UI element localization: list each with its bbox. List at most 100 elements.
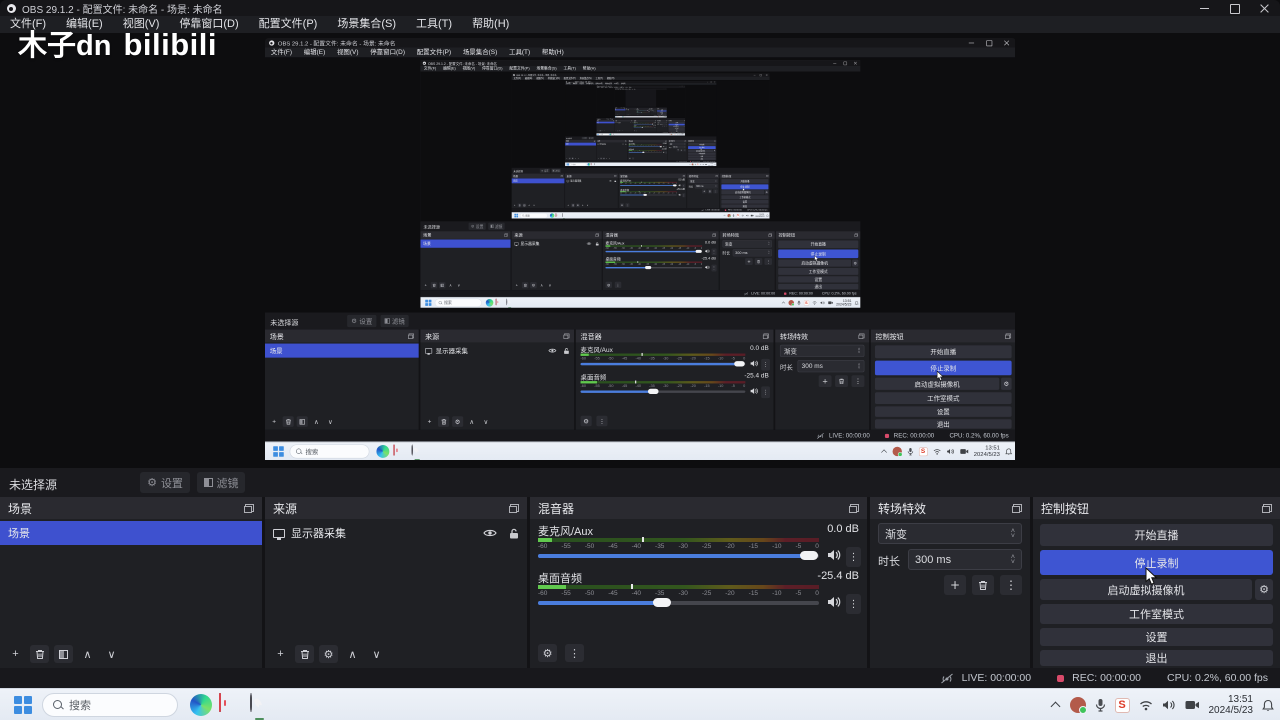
tray-avatar-icon[interactable] (788, 300, 795, 306)
start-streaming-button[interactable]: 开始直播 (721, 179, 769, 184)
tray-clock[interactable]: 13:51 2024/5/23 (680, 134, 683, 136)
duration-spinbox[interactable]: 300 ms ˄˅ (732, 249, 772, 257)
sources-header[interactable]: 来源 (511, 231, 602, 239)
transition-options-button[interactable]: ⋮ (713, 189, 718, 194)
menu-tools[interactable]: 工具(T) (631, 89, 633, 90)
source-properties-button[interactable]: ⚙ 设置 (140, 472, 190, 493)
source-list-item[interactable]: 显示器采集 (420, 344, 574, 358)
virtual-camera-settings-button[interactable]: ⚙ (665, 111, 667, 113)
volume-slider-track[interactable] (605, 267, 703, 269)
stop-recording-button[interactable]: 停止录制 (1040, 550, 1273, 575)
mixer-header[interactable]: 混音器 (602, 231, 719, 239)
notification-bell-icon[interactable] (714, 163, 716, 166)
start-streaming-button[interactable]: 开始直播 (778, 240, 859, 249)
add-source-button[interactable]: + (277, 648, 284, 660)
tray-clock[interactable]: 13:51 2024/5/23 (664, 116, 666, 117)
tray-avatar-icon[interactable] (691, 163, 694, 166)
settings-button[interactable]: 设置 (668, 129, 685, 131)
tray-expand-icon[interactable] (782, 302, 785, 304)
transition-select[interactable]: 渐变 ˄˅ (722, 240, 772, 248)
start-streaming-button[interactable]: 开始直播 (688, 143, 716, 146)
microphone-icon[interactable] (732, 214, 735, 217)
obs-taskbar-icon[interactable] (506, 298, 508, 306)
tray-s-app-icon[interactable]: S (696, 163, 699, 166)
notification-bell-icon[interactable] (766, 214, 769, 217)
start-button[interactable] (514, 213, 518, 218)
scene-up-button[interactable]: ∧ (618, 114, 619, 116)
scene-filters-button[interactable] (296, 416, 308, 427)
popout-icon[interactable] (714, 140, 716, 142)
transitions-header[interactable]: 转场特效 (775, 329, 870, 343)
volume-slider-handle[interactable] (652, 598, 671, 607)
volume-icon[interactable] (702, 163, 704, 165)
minimize-button[interactable] (963, 38, 981, 47)
start-virtual-camera-button[interactable]: 启动虚拟摄像机 (874, 377, 1000, 390)
mixer-header[interactable]: 混音器 (627, 139, 668, 143)
tray-expand-icon[interactable] (724, 215, 726, 216)
add-source-button[interactable]: + (567, 204, 569, 207)
exit-button[interactable]: 退出 (778, 283, 859, 290)
notification-bell-icon[interactable] (683, 134, 685, 135)
spin-arrows-icon[interactable]: ˄ ˅ (715, 185, 717, 188)
add-source-button[interactable]: + (515, 283, 519, 288)
add-transition-button[interactable]: + (661, 125, 664, 127)
add-scene-button[interactable]: + (424, 283, 427, 288)
stop-recording-button[interactable]: 停止录制 (721, 184, 769, 190)
taskbar-search-input[interactable]: 搜索 (570, 163, 587, 166)
mixer-options-button[interactable]: ⋮ (614, 281, 622, 289)
speaker-icon[interactable] (678, 184, 682, 187)
scenes-header[interactable]: 场景 (420, 231, 511, 239)
mixer-header[interactable]: 混音器 (633, 120, 657, 122)
scenes-header[interactable]: 场景 (0, 497, 262, 519)
sources-header[interactable]: 来源 (614, 120, 633, 122)
virtual-camera-settings-button[interactable]: ⚙ (852, 259, 859, 267)
scene-down-button[interactable]: ∨ (577, 157, 579, 160)
popout-icon[interactable] (682, 174, 685, 177)
preview-area[interactable]: OBS 29.1.2 - 配置文件: 未命名 - 场景: 未命名 文件(F) 编… (511, 80, 770, 168)
scene-up-button[interactable]: ∧ (528, 204, 531, 207)
volume-slider-handle[interactable] (642, 151, 645, 153)
start-button[interactable] (615, 116, 617, 118)
add-source-button[interactable]: + (615, 130, 617, 131)
popout-icon[interactable] (631, 120, 633, 122)
start-virtual-camera-button[interactable]: 启动虚拟摄像机 (657, 111, 666, 113)
speaker-icon[interactable] (653, 123, 655, 125)
menu-scene-collection[interactable]: 场景集合(S) (604, 83, 612, 85)
source-properties-button[interactable]: ⚙ 设置 (468, 222, 486, 230)
source-filters-button[interactable]: 滤镜 (488, 222, 505, 230)
edge-browser-icon[interactable] (485, 299, 494, 307)
source-list-item[interactable]: 显示器采集 (265, 521, 527, 545)
popout-icon[interactable] (614, 174, 617, 177)
source-properties-gear-button[interactable]: ⚙ (452, 416, 464, 427)
exit-button[interactable]: 退出 (668, 130, 685, 132)
source-filters-button[interactable]: 滤镜 (197, 472, 245, 493)
menu-edit[interactable]: 编辑(E) (524, 76, 533, 80)
channel-options-button[interactable]: ⋮ (761, 358, 770, 371)
source-up-button[interactable]: ∧ (581, 204, 584, 207)
eye-icon[interactable] (483, 528, 497, 538)
speaker-icon[interactable] (653, 126, 655, 128)
tray-clock[interactable]: 13:51 2024/5/23 (1209, 694, 1254, 716)
popout-icon[interactable] (1262, 503, 1272, 513)
microphone-icon[interactable] (694, 163, 696, 166)
eye-icon[interactable] (629, 122, 631, 123)
popout-icon[interactable] (666, 120, 668, 122)
controls-header[interactable]: 控制按钮 (656, 108, 667, 110)
transition-select[interactable]: 渐变 ˄˅ (878, 523, 1022, 544)
scenes-header[interactable]: 场景 (511, 173, 565, 179)
add-scene-button[interactable]: + (615, 114, 616, 116)
popout-icon[interactable] (1005, 333, 1012, 339)
mixer-header[interactable]: 混音器 (530, 497, 867, 519)
start-button[interactable] (425, 299, 432, 306)
transition-options-button[interactable]: ⋮ (1000, 575, 1022, 595)
menu-profile[interactable]: 配置文件(P) (614, 87, 619, 88)
transition-options-button[interactable]: ⋮ (665, 125, 668, 127)
camera-icon[interactable] (960, 449, 969, 455)
preview-area[interactable]: OBS 29.1.2 - 配置文件: 未命名 - 场景: 未命名 文件(F) 编… (0, 33, 1280, 468)
lock-icon[interactable] (564, 347, 570, 354)
scene-filters-button[interactable] (600, 130, 602, 132)
controls-header[interactable]: 控制按钮 (687, 139, 717, 143)
duration-spinbox[interactable]: 300 ms ˄˅ (672, 145, 686, 149)
remove-scene-button[interactable] (430, 282, 438, 289)
stop-recording-button[interactable]: 停止录制 (778, 249, 859, 259)
